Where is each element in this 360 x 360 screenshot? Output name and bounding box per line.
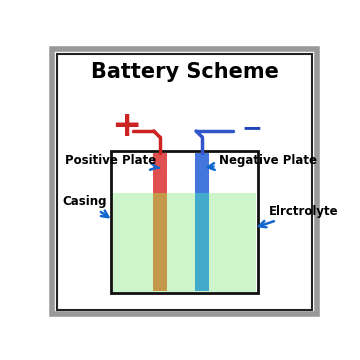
Text: Battery Scheme: Battery Scheme bbox=[91, 62, 278, 82]
Text: Positive Plate: Positive Plate bbox=[65, 154, 159, 170]
Text: Negative Plate: Negative Plate bbox=[208, 154, 317, 170]
Text: Casing: Casing bbox=[63, 194, 108, 217]
Bar bbox=[195, 153, 209, 193]
Bar bbox=[113, 193, 256, 292]
Bar bbox=[153, 193, 167, 291]
Text: Elrctrolyte: Elrctrolyte bbox=[259, 204, 339, 227]
Bar bbox=[195, 193, 209, 291]
Bar bbox=[153, 153, 167, 193]
Text: +: + bbox=[112, 109, 142, 143]
Bar bbox=[111, 151, 258, 293]
Text: −: − bbox=[242, 116, 263, 140]
